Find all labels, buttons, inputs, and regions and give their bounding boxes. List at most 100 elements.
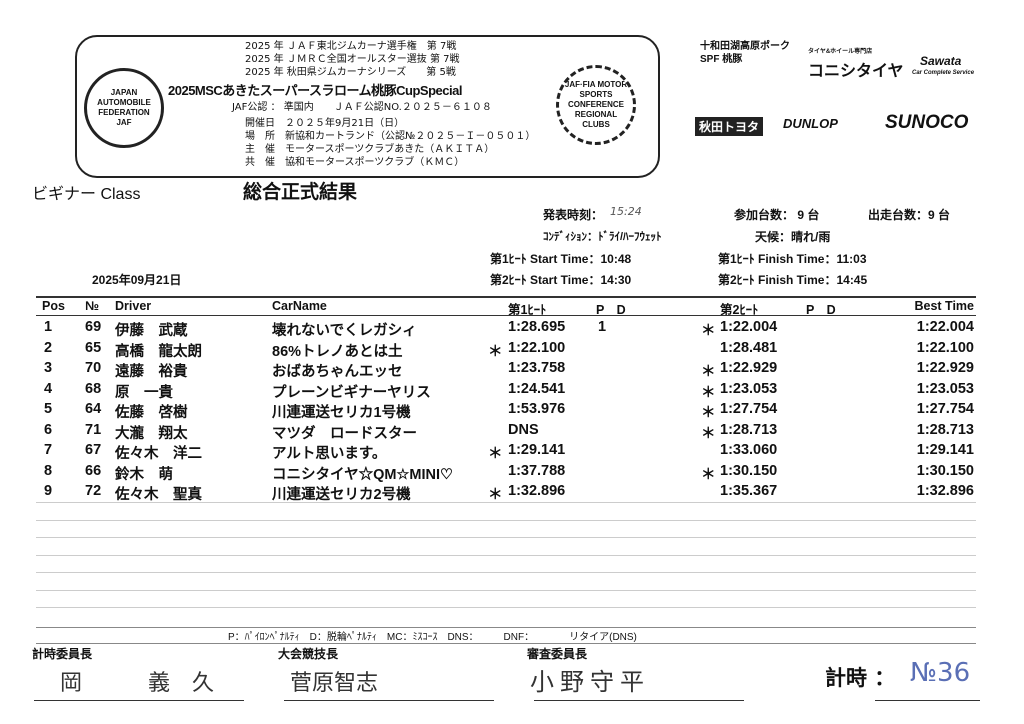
heat2-time: 1:22.929 [720,360,778,376]
best-time: 1:32.896 [916,483,974,499]
sawata-sub: Car Complete Service [912,70,975,76]
empty-row-line [36,572,976,573]
table-row: 1 69 伊藤 武蔵 壊れないでくレガシィ 1:28.695 1 ＊ 1:22.004 1:22… [38,318,976,339]
jaf-logo: JAPAN AUTOMOBILE FEDERATION JAF [84,68,164,148]
sig-role-steward: 審査委員長 [527,647,588,661]
driver: 佐々木 聖真 [115,487,202,503]
table-row: 6 71 大瀧 翔太 マツダ ロードスター DNS ＊ 1:28.713 1:28.713 [38,421,976,442]
heat1-time: 1:32.896 [508,483,566,499]
table-header: Pos № Driver CarName 第1ﾋｰﾄ P D 第2ﾋｰﾄ P D… [38,298,976,318]
col-car: CarName [272,299,327,313]
event-title: 2025MSCあきたスーパースラローム桃豚CupSpecial [168,83,462,98]
col-pos: Pos [42,299,65,313]
sig-role-director: 大会競技長 [278,647,339,661]
car: プレーンビギナーヤリス [272,384,431,401]
best-time: 1:28.713 [916,421,974,438]
best-time: 1:27.754 [916,401,974,417]
heat2-start: 第2ﾋｰﾄ Start Time：14:30 [490,273,632,287]
pos: 4 [44,380,53,397]
table-row: 4 68 原 一貴 プレーンビギナーヤリス 1:24.541 ＊ 1:23.053 1:23.… [38,380,976,401]
heat2-mark: ＊ [701,425,716,442]
car: 86%トレノあとは土 [272,343,403,360]
heat1-time: 1:22.100 [508,339,566,356]
col-pd2: P D [806,303,836,317]
announce-time: 15:24 [610,205,642,218]
no: 66 [85,462,102,479]
col-best: Best Time [914,299,974,313]
col-pd1: P D [596,303,626,317]
empty-row-line [36,554,976,556]
jaf-approval: JAF公認 ： 準国内 ＪＡＦ公認NO.２０２５－６１０８ [232,102,492,113]
heat1-time: 1:53.976 [508,401,566,417]
car: 川連運送セリカ1号機 [272,405,411,421]
pos: 7 [44,442,53,458]
heat1-time: 1:24.541 [508,380,566,397]
signature-timing: 岡 義久 [60,671,237,696]
heat1-mark: ＊ [488,343,503,360]
jaf-fia-logo-text: JAF·FIA MOTOR SPORTS CONFERENCE REGIONAL… [564,80,628,129]
result-title: 総合正式結果 [243,181,358,203]
best-time: 1:30.150 [916,462,974,479]
col-driver: Driver [115,299,152,313]
dunlop-logo: DUNLOP [783,116,838,131]
best-time: 1:22.004 [916,319,974,335]
no: 64 [85,401,102,417]
col-heat2: 第2ﾋｰﾄ [720,303,759,317]
announce-label: 発表時刻： [543,208,604,222]
heat2-time: 1:28.713 [720,421,778,438]
heat2-mark: ＊ [701,364,716,380]
empty-row-line [36,589,976,591]
best-time: 1:22.929 [916,360,974,376]
heat2-finish: 第2ﾋｰﾄ Finish Time：14:45 [718,273,868,287]
no: 67 [85,442,102,458]
sig-role-timing: 計時委員長 [32,647,93,661]
car: アルト思います。 [272,446,387,462]
starters: 出走台数：9 台 [868,208,951,222]
event-organizer: 主 催 モータースポーツクラブあきた（ＡＫＩＴＡ） [245,144,495,155]
series-line: 2025 年 秋田県ジムカーナシリーズ 第 5戦 [245,67,456,78]
pd1: 1 [598,319,607,335]
momobuta-logo: 十和田湖高原ポーク SPF 桃豚 [700,41,790,65]
pos: 9 [44,483,53,499]
heat2-time: 1:35.367 [720,483,778,499]
no: 68 [85,380,102,397]
pos: 3 [44,360,53,376]
heat1-finish: 第1ﾋｰﾄ Finish Time：11:03 [718,252,867,266]
heat1-mark: ＊ [488,446,503,462]
no: 65 [85,339,102,356]
result-date: 2025年09月21日 [92,273,182,287]
driver: 伊藤 武蔵 [115,323,188,339]
condition: ｺﾝﾃﾞｨｼｮﾝ：ﾄﾞﾗｲ/ﾊｰﾌｳｪｯﾄ [543,231,662,243]
heat1-time: 1:28.695 [508,319,566,335]
empty-row-line [36,537,976,538]
heat1-mark: ＊ [488,487,503,503]
car: 川連運送セリカ2号機 [272,487,411,503]
heat1-time: DNS [508,421,539,438]
event-header-box [75,35,660,178]
jaf-fia-logo: JAF·FIA MOTOR SPORTS CONFERENCE REGIONAL… [556,65,636,145]
signature-steward: 小野守平 [530,668,650,696]
heat2-mark: ＊ [701,405,716,421]
table-row: 7 67 佐々木 洋二 アルト思います。 ＊ 1:29.141 1:33.060 1:29.1… [38,441,976,462]
event-venue: 場 所 新協和カートランド（公認№２０２５－Ｉ－０５０１） [245,131,536,142]
heat2-mark: ＊ [701,323,716,339]
driver: 原 一貴 [115,384,173,401]
heat2-time: 1:27.754 [720,401,778,417]
pos: 2 [44,339,53,356]
sawata-logo: Sawata [920,54,962,68]
heat2-mark: ＊ [701,466,716,483]
heat1-time: 1:23.758 [508,360,566,376]
best-time: 1:23.053 [916,380,974,397]
driver: 佐々木 洋二 [115,446,202,462]
timing-number-stamp: №36 [910,658,971,688]
empty-row-line [36,607,976,608]
table-row: 5 64 佐藤 啓樹 川連運送セリカ1号機 1:53.976 ＊ 1:27.754 1:27.… [38,400,976,421]
heat2-mark: ＊ [701,384,716,401]
series-line: 2025 年 ＪＭＲＣ全国オールスター選抜 第 7戦 [245,54,460,65]
no: 69 [85,319,102,335]
driver: 遠藤 裕貴 [115,364,188,380]
pos: 1 [44,319,53,335]
akita-toyota-logo: 秋田トヨタ [695,117,764,136]
car: コニシタイヤ☆QM☆MINI♡ [272,466,454,483]
timing-label: 計時 ： [825,666,896,690]
